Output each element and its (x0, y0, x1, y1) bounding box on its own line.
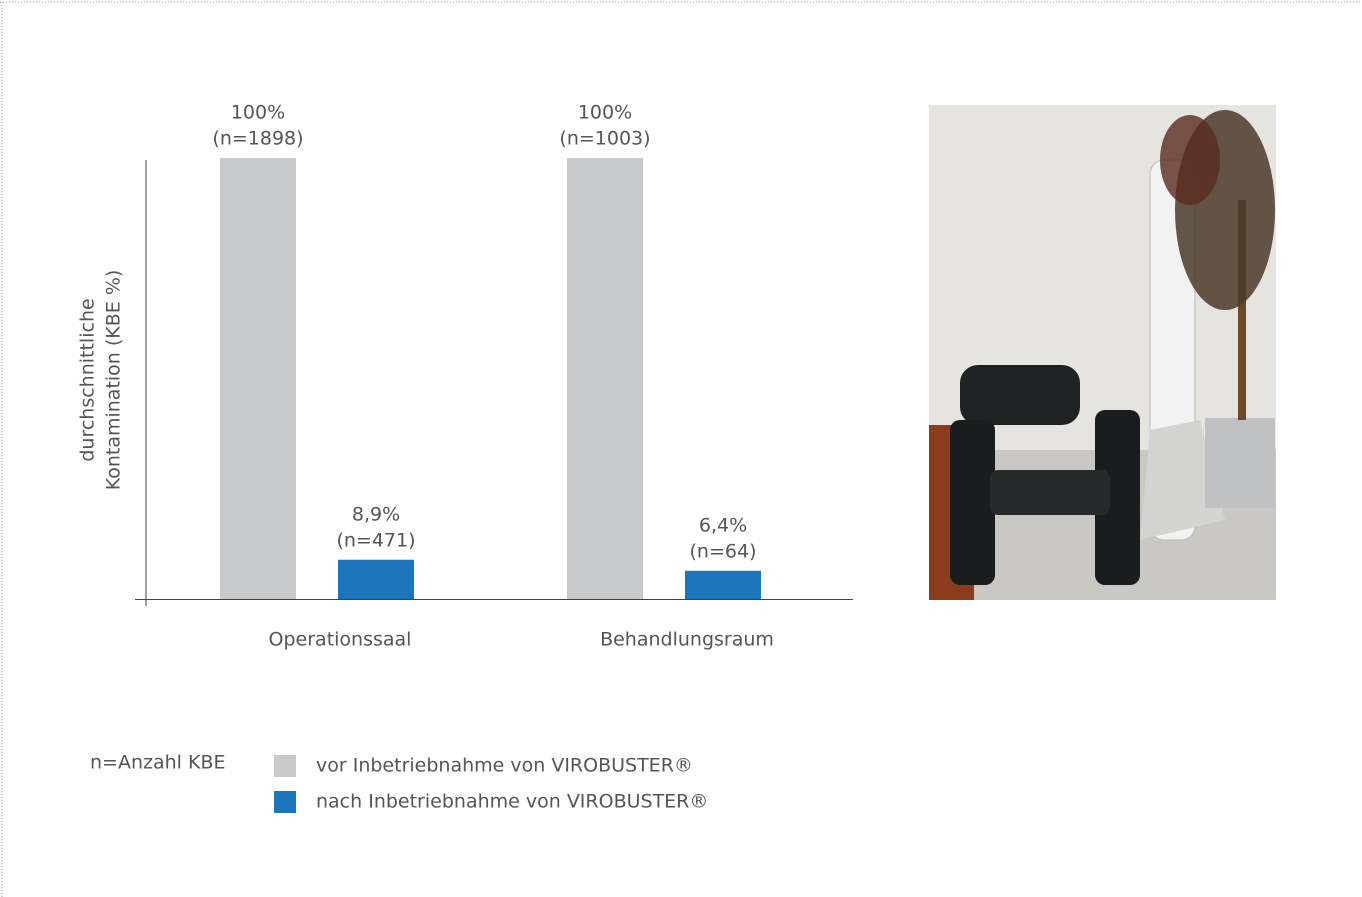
bar (220, 158, 296, 599)
y-axis-label: durchschnittliche Kontamination (KBE %) (77, 270, 125, 491)
count-label: (n=1898) (212, 128, 303, 150)
bar (567, 158, 643, 599)
count-label: (n=471) (336, 529, 415, 551)
value-label: 100% (231, 102, 285, 124)
legend-swatch (274, 791, 296, 813)
bar (685, 571, 761, 599)
y-axis-label-line: Kontamination (KBE %) (103, 270, 125, 491)
value-label: 8,9% (352, 503, 400, 525)
legend-label: nach Inbetriebnahme von VIROBUSTER® (316, 791, 708, 813)
legend-swatch (274, 755, 296, 777)
value-label: 6,4% (699, 514, 747, 536)
value-label: 100% (578, 102, 632, 124)
note: n=Anzahl KBE (90, 752, 225, 774)
legend-label: vor Inbetriebnahme von VIROBUSTER® (316, 755, 693, 777)
y-axis-label-line: durchschnittliche (77, 298, 99, 461)
bar (338, 560, 414, 599)
chart: durchschnittliche Kontamination (KBE %) … (0, 0, 1362, 897)
page: durchschnittliche Kontamination (KBE %) … (0, 0, 1362, 897)
count-label: (n=1003) (559, 128, 650, 150)
x-tick-label: Behandlungsraum (600, 629, 774, 651)
photo (929, 105, 1276, 600)
count-label: (n=64) (690, 540, 757, 562)
x-tick-label: Operationssaal (269, 629, 412, 651)
